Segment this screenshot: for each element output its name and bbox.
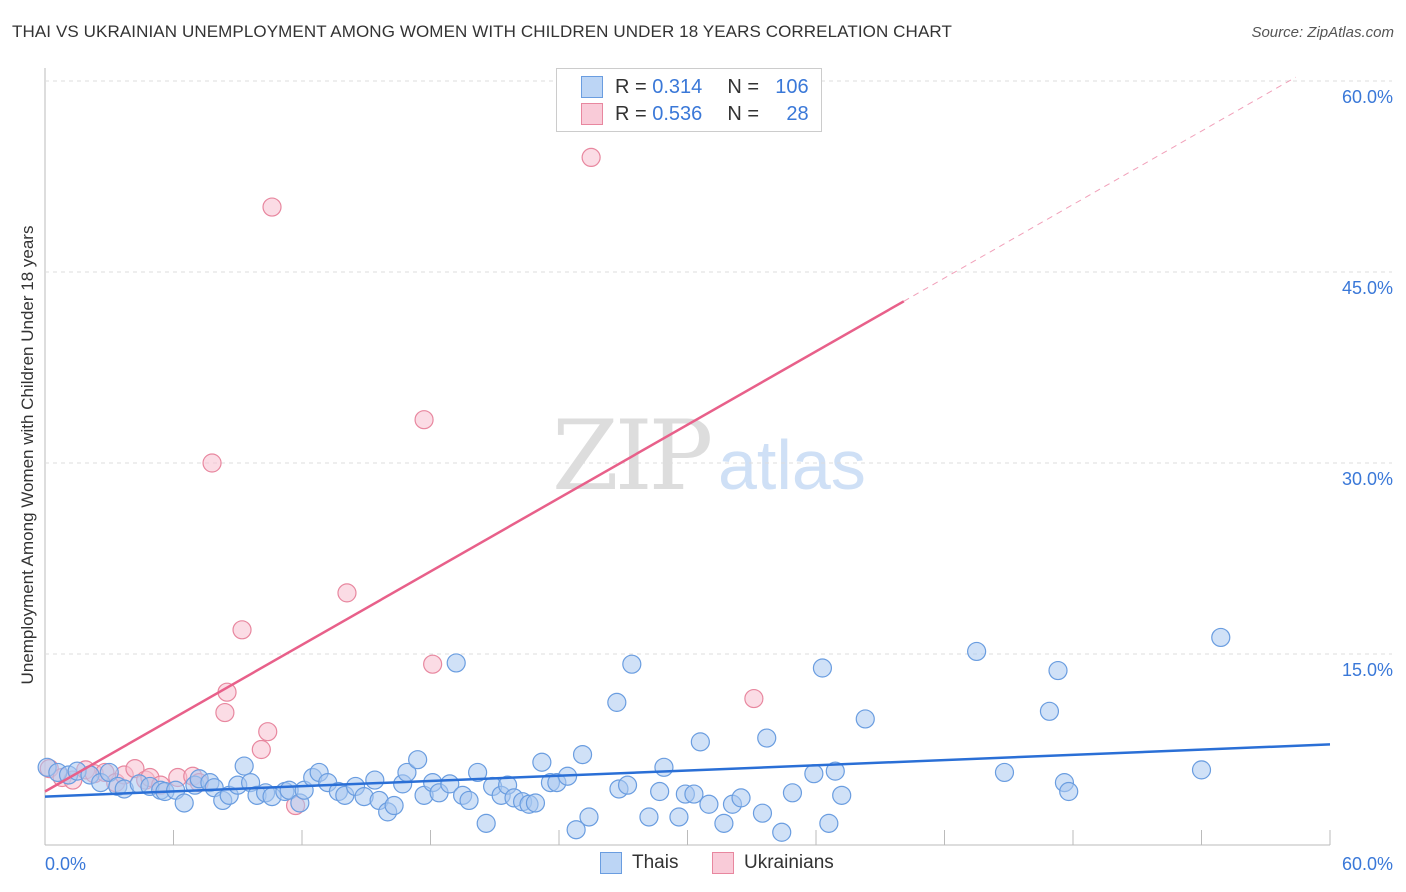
thais-trend-line	[44, 743, 1331, 798]
ukrainians-r-value: 0.536	[652, 102, 703, 125]
legend-row-ukrainians: R = 0.536 N = 28	[581, 101, 809, 127]
y-tick-label: 15.0%	[1342, 660, 1393, 680]
thais-point	[782, 783, 803, 803]
thais-point	[654, 757, 674, 777]
ukrainians-point	[744, 688, 764, 709]
ukrainians-point	[232, 620, 252, 640]
n-label: N =	[727, 75, 760, 98]
ukrainians-point	[215, 702, 235, 723]
thais-point	[1191, 760, 1212, 780]
x-tick-label: 0.0%	[45, 854, 86, 874]
thais-point	[819, 813, 839, 833]
ukrainians-point	[202, 453, 222, 473]
thais-point	[812, 658, 833, 678]
thais-point	[408, 750, 428, 770]
thais-point	[731, 788, 751, 808]
thais-point	[825, 761, 845, 781]
thais-point	[757, 728, 777, 748]
r-label: R =	[615, 75, 647, 98]
thais-point	[1048, 660, 1068, 681]
legend-label: Ukrainians	[744, 852, 834, 873]
thais-point	[669, 807, 689, 827]
legend-label: Thais	[632, 852, 679, 873]
thais-point	[699, 794, 719, 814]
thais-point	[714, 813, 734, 833]
thais-point	[476, 813, 496, 833]
thais-point	[459, 790, 479, 811]
thais-swatch	[600, 852, 622, 874]
thais-point	[607, 692, 627, 712]
ukrainians-swatch	[712, 852, 734, 874]
thais-point	[1059, 781, 1079, 802]
watermark-logo-atlas: atlas	[718, 426, 866, 504]
source-label: Source: ZipAtlas.com	[1251, 24, 1394, 41]
thais-point	[468, 762, 488, 783]
thais-point	[446, 653, 466, 673]
r-label: R =	[615, 102, 647, 125]
thais-point	[804, 764, 824, 784]
thais-point	[752, 803, 773, 823]
thais-point	[622, 654, 642, 674]
y-tick-label: 30.0%	[1342, 469, 1393, 489]
ukrainians-swatch	[581, 103, 603, 125]
ukrainians-point	[258, 722, 278, 742]
thais-point	[772, 822, 792, 842]
thais-point	[967, 641, 987, 662]
thais-point	[365, 770, 385, 790]
thais-n-value: 106	[775, 75, 809, 98]
y-tick-label: 45.0%	[1342, 278, 1393, 298]
ukrainians-point	[251, 739, 271, 760]
legend-item-thais[interactable]: Thais	[600, 852, 678, 874]
legend-row-thais: R = 0.314 N = 106	[581, 74, 809, 100]
thais-swatch	[581, 76, 603, 98]
thais-point	[617, 775, 638, 795]
ukrainians-point	[414, 410, 434, 430]
stats-legend: R = 0.314 N = 106 R = 0.536 N = 28	[556, 68, 822, 132]
thais-r-value: 0.314	[652, 75, 703, 98]
thais-point	[566, 820, 586, 840]
thais-point	[525, 793, 546, 813]
ukrainians-trend-line	[44, 300, 905, 793]
thais-point	[1211, 627, 1231, 648]
ukrainians-point	[423, 654, 443, 674]
y-tick-label: 60.0%	[1342, 87, 1393, 107]
thais-point	[1039, 701, 1060, 721]
ukrainians-trend-extension	[903, 76, 1296, 302]
thais-point	[579, 807, 599, 827]
thais-point	[174, 793, 194, 813]
thais-point	[855, 709, 875, 729]
thais-point	[690, 732, 710, 752]
thais-point	[832, 785, 852, 805]
thais-point	[99, 762, 119, 783]
legend-item-ukrainians[interactable]: Ukrainians	[712, 852, 834, 874]
thais-point	[384, 795, 404, 816]
thais-point	[532, 752, 552, 772]
ukrainians-point	[337, 583, 357, 603]
thais-point	[994, 762, 1015, 783]
thais-point	[234, 756, 254, 776]
x-tick-label: 60.0%	[1342, 854, 1393, 874]
n-label: N =	[727, 102, 760, 125]
thais-point	[650, 781, 670, 802]
ukrainians-point	[581, 147, 601, 167]
ukrainians-point	[262, 197, 282, 217]
chart-title: THAI VS UKRAINIAN UNEMPLOYMENT AMONG WOM…	[12, 22, 952, 41]
thais-point	[639, 807, 659, 827]
thais-point	[572, 744, 593, 765]
ukrainians-n-value: 28	[786, 102, 809, 125]
thais-point	[684, 784, 704, 804]
y-axis-label: Unemployment Among Women with Children U…	[18, 225, 37, 685]
